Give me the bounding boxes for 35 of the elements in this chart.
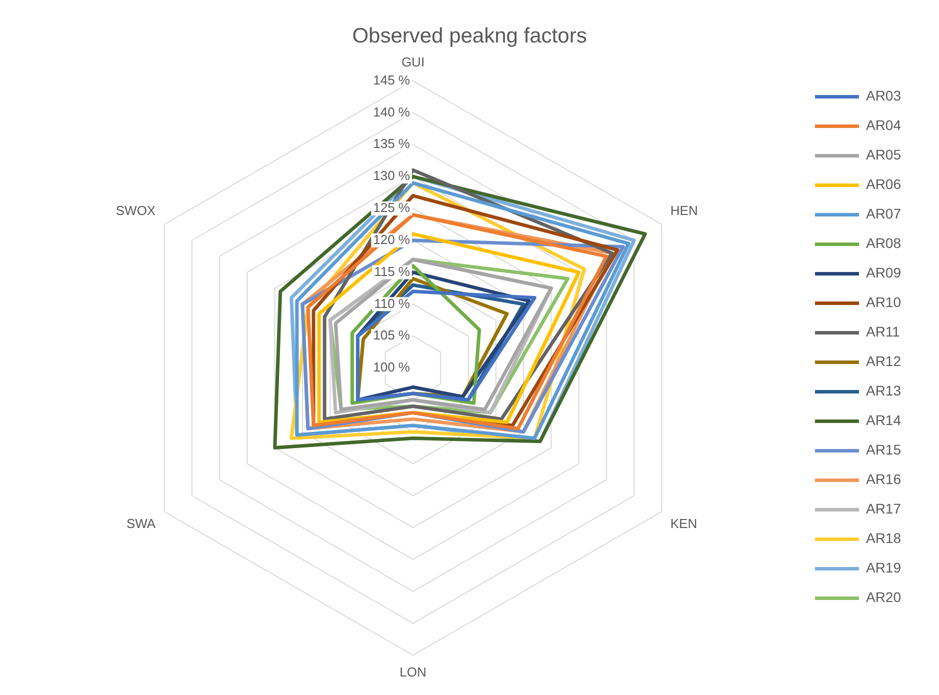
chart-title: Observed peakng factors	[352, 24, 587, 48]
spoke-label: HEN	[670, 203, 698, 218]
legend-label: AR05	[866, 146, 902, 163]
legend-label: AR13	[866, 382, 902, 399]
legend-label: AR06	[866, 176, 902, 192]
y-tick-label: 115 %	[374, 264, 410, 279]
spoke-label: SWA	[126, 516, 156, 531]
y-tick-label: 145 %	[373, 72, 410, 88]
legend-label: AR04	[866, 117, 902, 134]
legend-label: AR08	[866, 235, 902, 252]
legend-label: AR03	[866, 88, 902, 104]
legend-label: AR07	[866, 206, 902, 222]
y-tick-label: 140 %	[373, 104, 410, 120]
legend-label: AR15	[866, 442, 902, 458]
legend-label: AR16	[866, 471, 902, 488]
legend-label: AR09	[866, 264, 902, 281]
legend-label: AR12	[866, 353, 902, 370]
y-tick-label: 110 %	[374, 296, 410, 311]
y-tick-label: 100 %	[373, 360, 410, 375]
legend-label: AR17	[866, 500, 902, 517]
y-tick-label: 125 %	[373, 200, 410, 216]
spoke-label: LON	[400, 664, 426, 680]
y-tick-label: 130 %	[373, 168, 410, 184]
y-tick-label: 135 %	[373, 136, 410, 152]
legend-label: AR10	[866, 294, 902, 310]
y-tick-label: 105 %	[373, 328, 410, 343]
legend-label: AR20	[866, 589, 902, 606]
legend-label: AR11	[866, 324, 900, 340]
y-tick-label: 120 %	[373, 232, 410, 247]
spoke-label: GUI	[401, 54, 425, 70]
legend-label: AR14	[866, 412, 902, 428]
legend-label: AR18	[866, 530, 902, 546]
legend-label: AR19	[866, 560, 902, 576]
spoke-label: KEN	[670, 516, 698, 531]
spoke-label: SWOX	[116, 203, 156, 218]
